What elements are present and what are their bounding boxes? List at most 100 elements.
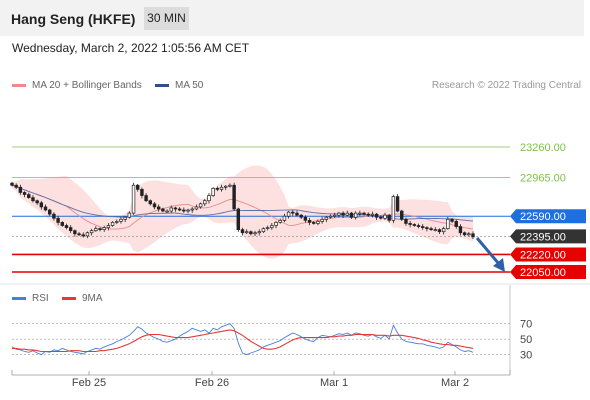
- rsi-ma-line: [12, 329, 474, 353]
- candle-63: [274, 221, 278, 229]
- candle-106: [454, 219, 458, 229]
- candle-82: [353, 211, 358, 220]
- rsi-level-label-70: 70: [520, 319, 532, 331]
- x-tick-label-0: Feb 25: [72, 377, 106, 389]
- price-label-22395: 22395.00: [510, 229, 586, 244]
- candle-109: [467, 231, 471, 237]
- candle-32: [144, 193, 148, 202]
- bollinger-band: [12, 165, 473, 259]
- research-credit: Research © 2022 Trading Central: [431, 80, 581, 91]
- candle-41: [182, 207, 186, 213]
- candle-64: [278, 218, 282, 224]
- candle-3: [22, 191, 27, 198]
- candle-105: [450, 218, 454, 224]
- candle-57: [249, 230, 253, 236]
- candle-59: [257, 229, 261, 236]
- legend-rsi-label: RSI: [32, 293, 49, 304]
- rsi-panel: 70 50 30: [0, 283, 590, 375]
- rsi-level-label-30: 30: [520, 350, 532, 362]
- candle-9: [48, 208, 52, 216]
- candle-53: [232, 182, 236, 211]
- candle-108: [462, 231, 467, 237]
- candle-94: [404, 217, 408, 226]
- candle-17: [81, 232, 85, 238]
- candle-50: [219, 184, 224, 192]
- moving-averages: [11, 184, 474, 230]
- candle-102: [437, 228, 442, 234]
- candle-5: [31, 195, 35, 203]
- candle-45: [198, 202, 203, 209]
- candle-14: [68, 225, 73, 233]
- candle-28: [127, 211, 132, 219]
- candle-29: [131, 182, 136, 215]
- ma20-line: [11, 184, 474, 230]
- candle-72: [312, 221, 316, 225]
- candle-21: [98, 227, 102, 232]
- candle-95: [408, 220, 412, 228]
- candle-78: [337, 211, 341, 218]
- timeframe-button[interactable]: 30 MIN: [144, 7, 189, 30]
- candle-56: [244, 229, 249, 234]
- instrument-title: Hang Seng (HKFE): [11, 11, 136, 27]
- candle-51: [224, 185, 228, 191]
- candle-30: [136, 183, 140, 192]
- x-tick-label-1: Feb 26: [195, 377, 229, 389]
- candle-13: [64, 223, 69, 230]
- candle-92: [395, 194, 400, 213]
- candle-70: [303, 215, 308, 223]
- candle-61: [265, 225, 270, 231]
- candle-52: [228, 183, 232, 188]
- candle-99: [425, 226, 429, 232]
- legend-ma20-label: MA 20 + Bollinger Bands: [32, 80, 142, 91]
- price-label-23260: 23260.00: [520, 142, 566, 154]
- candles: [10, 181, 475, 240]
- candle-47: [207, 193, 211, 204]
- price-label-22965: 22965.00: [520, 172, 566, 184]
- legend-9ma-label: 9MA: [82, 293, 103, 304]
- candle-8: [43, 204, 48, 212]
- candle-71: [307, 217, 312, 226]
- arrow-shaft: [475, 237, 501, 265]
- candle-90: [387, 213, 391, 223]
- candle-104: [446, 216, 450, 230]
- candle-38: [169, 205, 173, 214]
- candle-65: [282, 213, 287, 223]
- candle-110: [471, 231, 475, 240]
- candle-27: [123, 216, 127, 223]
- candle-0: [10, 181, 14, 187]
- ma20-swatch-icon: [12, 83, 26, 87]
- candle-85: [366, 212, 370, 217]
- candle-44: [194, 204, 199, 211]
- candle-107: [458, 224, 463, 236]
- ma50-swatch-icon: [155, 83, 169, 87]
- candle-69: [299, 213, 303, 220]
- svg-text:22965.00: 22965.00: [520, 172, 566, 184]
- candle-74: [320, 216, 324, 224]
- candle-84: [362, 211, 366, 216]
- candle-101: [433, 227, 437, 232]
- candle-16: [77, 231, 81, 237]
- chart-header: Hang Seng (HKFE) 30 MIN: [0, 0, 584, 36]
- candle-40: [177, 207, 182, 212]
- bollinger-area: [12, 165, 473, 259]
- candle-18: [85, 231, 90, 239]
- legend-rsi: RSI: [12, 293, 49, 304]
- price-label-22050: 22050.00: [510, 265, 586, 279]
- candle-58: [253, 230, 257, 237]
- legend-ma20: MA 20 + Bollinger Bands: [12, 80, 142, 91]
- svg-text:22220.00: 22220.00: [520, 249, 566, 261]
- candle-60: [261, 227, 266, 233]
- x-tick-label-2: Mar 1: [320, 377, 348, 389]
- candle-11: [56, 215, 60, 226]
- level-lines: [12, 146, 510, 273]
- candle-10: [52, 212, 56, 221]
- legend-ma50-label: MA 50: [175, 80, 204, 91]
- price-labels: 23260.00 22965.00 22590.00 22395.00 22220.00…: [510, 142, 586, 279]
- rsi-swatch-icon: [12, 296, 26, 300]
- candle-89: [383, 212, 387, 221]
- candle-7: [39, 200, 44, 210]
- candle-25: [115, 219, 119, 225]
- candle-103: [441, 226, 446, 235]
- candle-4: [27, 192, 31, 199]
